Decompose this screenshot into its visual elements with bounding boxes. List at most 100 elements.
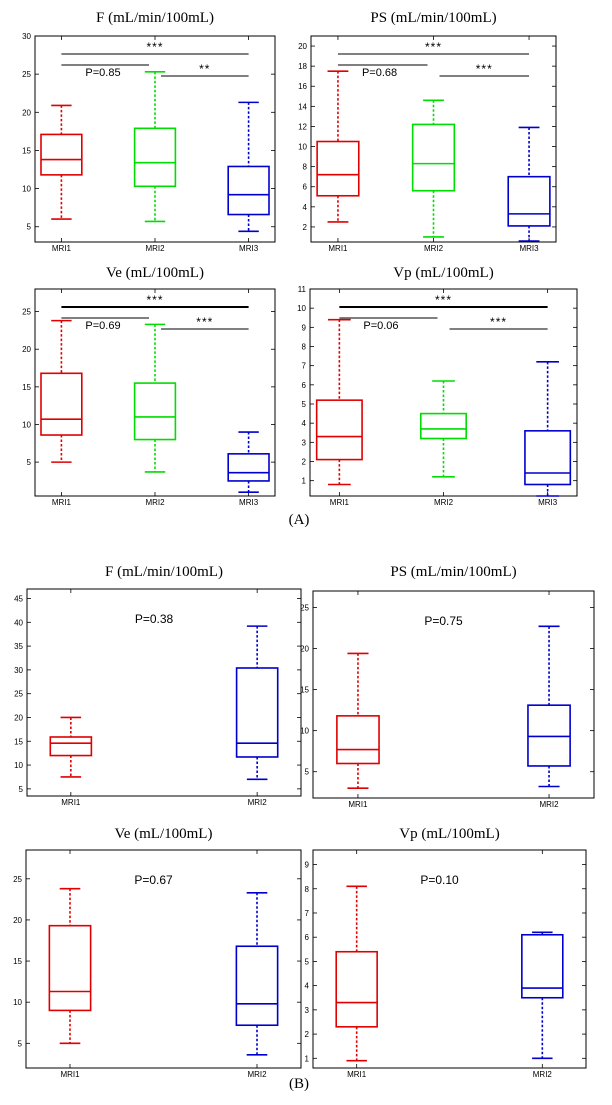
y-tick-label: 5 <box>302 400 307 409</box>
box-mri2 <box>527 625 571 788</box>
y-tick-label: 25 <box>22 308 31 317</box>
iqr-box <box>336 715 380 765</box>
box-mri1 <box>40 104 83 220</box>
plot-frame <box>26 588 302 797</box>
y-tick-label: 20 <box>22 108 31 117</box>
box-mri1 <box>40 319 83 463</box>
y-tick-label: 20 <box>300 645 309 654</box>
iqr-box <box>40 372 83 436</box>
plot-frame <box>312 590 595 799</box>
y-tick-label: 5 <box>19 785 24 794</box>
y-tick-label: 8 <box>302 343 307 352</box>
y-tick-label: 15 <box>14 737 23 746</box>
y-tick-label: 5 <box>18 1039 23 1048</box>
y-tick-label: 5 <box>305 957 310 966</box>
chart-1: F (mL/min/100mL) 5 10 15 20 25 30 MRI1 MRI2 MRI3 *… <box>22 10 276 253</box>
y-tick-label: 15 <box>22 146 31 155</box>
p-value-label: P=0.67 <box>134 873 173 887</box>
y-tick-label: 30 <box>22 32 31 41</box>
iqr-box <box>235 945 279 1027</box>
y-tick-label: 4 <box>303 203 308 212</box>
y-tick-label: 6 <box>303 183 308 192</box>
y-tick-label: 2 <box>303 223 308 232</box>
plot-frame <box>312 849 587 1069</box>
chart-2: PS (mL/min/100mL) 2 4 6 8 10 12 14 16 18 20 MRI1 MRI… <box>298 10 557 253</box>
y-tick-label: 18 <box>298 62 307 71</box>
y-tick-label: 20 <box>22 345 31 354</box>
y-tick-label: 10 <box>297 304 306 313</box>
y-tick-label: 15 <box>300 686 309 695</box>
p-value-label: P=0.75 <box>424 614 463 628</box>
y-tick-label: 45 <box>14 595 23 604</box>
significance-label: *** <box>425 40 442 54</box>
y-tick-label: 10 <box>13 998 22 1007</box>
box-mri1 <box>49 716 93 778</box>
significance-label: *** <box>476 62 493 76</box>
significance-label: P=0.85 <box>85 67 120 79</box>
p-value-label: P=0.38 <box>135 612 174 626</box>
iqr-box <box>335 950 378 1028</box>
y-tick-label: 10 <box>14 761 23 770</box>
box-mri2 <box>411 99 456 238</box>
chart-6: PS (mL/min/100mL) 5 10 15 20 25 MRI1 MRI2 P=0.75 <box>300 564 595 809</box>
panel-a-label: (A) <box>289 512 310 528</box>
y-tick-label: 20 <box>298 42 307 51</box>
box-mri3 <box>227 431 270 494</box>
iqr-box <box>235 667 279 758</box>
box-mri2 <box>521 931 564 1060</box>
iqr-box <box>40 133 83 176</box>
chart-8: Vp (mL/100mL) 1 2 3 4 5 6 7 8 9 MRI1 MRI2 P=0.10 <box>305 826 587 1079</box>
y-tick-label: 10 <box>298 143 307 152</box>
y-tick-label: 7 <box>305 909 310 918</box>
iqr-box <box>507 175 551 227</box>
chart-3: Ve (mL/100mL) 5 10 15 20 25 MRI1 MRI2 MRI3 *** P=0… <box>22 265 276 507</box>
box-mri1 <box>315 318 363 486</box>
significance-label: *** <box>196 315 213 329</box>
chart-title: F (mL/min/100mL) <box>96 10 214 26</box>
y-tick-label: 6 <box>305 933 310 942</box>
y-tick-label: 16 <box>298 82 307 91</box>
x-tick-label: MRI3 <box>519 244 539 253</box>
significance-label: *** <box>490 315 507 329</box>
box-mri3 <box>524 361 572 497</box>
y-tick-label: 1 <box>305 1054 310 1063</box>
y-tick-label: 8 <box>303 163 308 172</box>
x-tick-label: MRI3 <box>239 244 259 253</box>
x-tick-label: MRI2 <box>145 498 165 507</box>
x-tick-label: MRI1 <box>328 244 348 253</box>
iqr-box <box>521 933 564 999</box>
chart-5: F (mL/min/100mL) 5 10 15 20 25 30 35 40 45 MRI1 MRI… <box>14 564 302 807</box>
box-mri1 <box>48 887 92 1045</box>
x-tick-label: MRI2 <box>424 244 444 253</box>
y-tick-label: 12 <box>298 122 307 131</box>
y-tick-label: 25 <box>300 603 309 612</box>
x-tick-label: MRI2 <box>247 1070 267 1079</box>
y-tick-label: 5 <box>27 458 32 467</box>
y-tick-label: 30 <box>14 666 23 675</box>
y-tick-label: 3 <box>302 438 307 447</box>
y-tick-label: 4 <box>302 419 307 428</box>
y-tick-label: 35 <box>14 642 23 651</box>
x-tick-label: MRI1 <box>61 798 81 807</box>
significance-label: P=0.69 <box>85 320 120 332</box>
y-tick-label: 9 <box>302 323 307 332</box>
significance-label: *** <box>435 293 452 307</box>
y-tick-label: 10 <box>22 185 31 194</box>
plot-frame <box>25 849 302 1069</box>
x-tick-label: MRI3 <box>538 498 558 507</box>
panel-b-label: (B) <box>289 1076 309 1092</box>
iqr-box <box>524 430 572 486</box>
chart-title: PS (mL/min/100mL) <box>370 10 496 26</box>
x-tick-label: MRI2 <box>434 498 454 507</box>
x-tick-label: MRI1 <box>52 498 72 507</box>
x-tick-label: MRI2 <box>533 1070 553 1079</box>
y-tick-label: 2 <box>305 1030 310 1039</box>
box-mri2 <box>133 71 177 223</box>
y-tick-label: 10 <box>300 727 309 736</box>
box-mri2 <box>420 380 467 478</box>
y-tick-label: 14 <box>298 102 307 111</box>
box-mri3 <box>507 126 551 242</box>
chart-title: Vp (mL/100mL) <box>393 265 493 281</box>
box-mri1 <box>316 70 360 223</box>
